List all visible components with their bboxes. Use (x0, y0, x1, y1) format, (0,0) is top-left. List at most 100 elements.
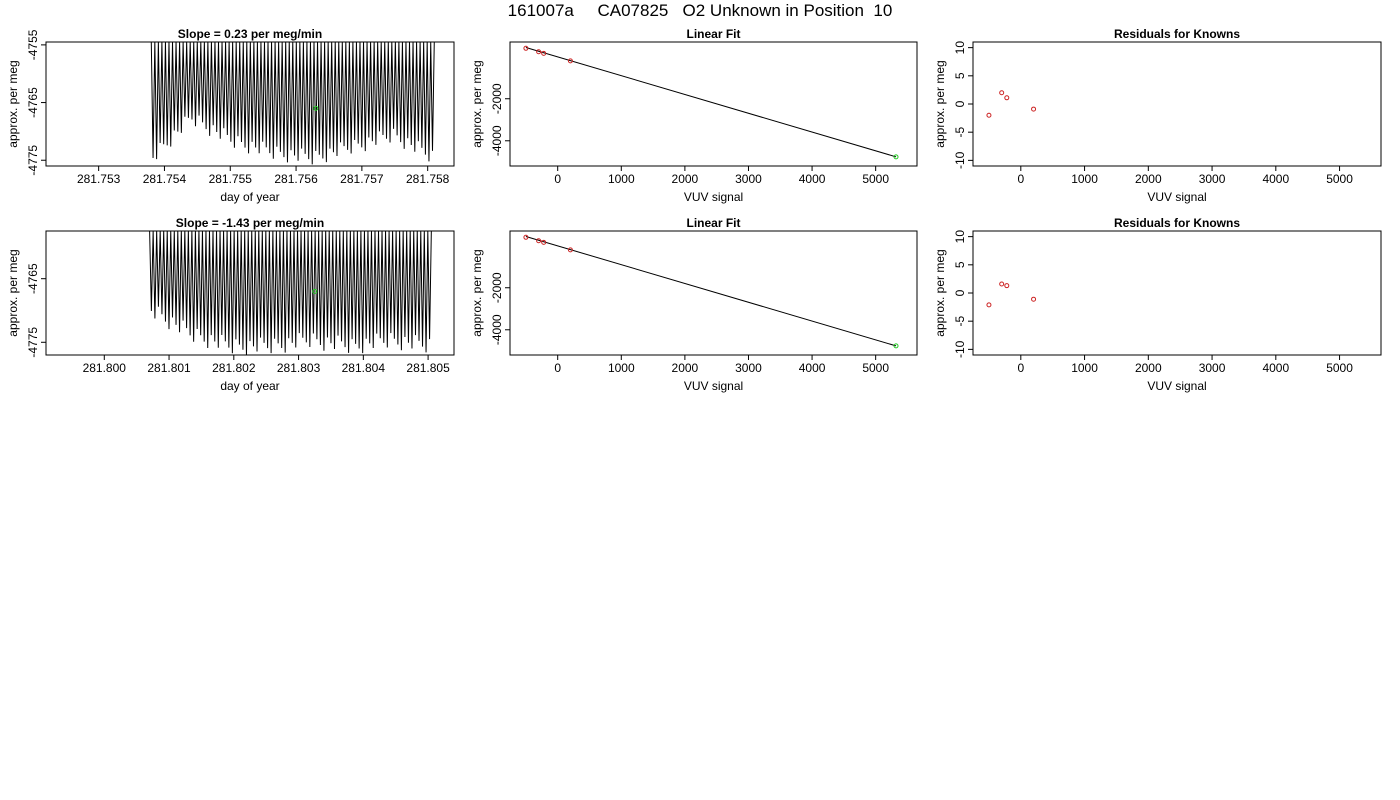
x-tick-label: 5000 (1326, 172, 1353, 186)
chart-panel-4: Slope = -1.43 per meg/min 281.800 281.801 2… (6, 216, 455, 393)
x-tick-label: 281.805 (406, 361, 450, 375)
residual-point (1031, 296, 1037, 302)
y-axis-label: approx. per meg (470, 60, 484, 147)
x-tick-label: 1000 (608, 361, 635, 375)
x-tick-label: 281.804 (342, 361, 386, 375)
x-tick-label: 5000 (862, 172, 889, 186)
y-axis-label: approx. per meg (6, 249, 20, 336)
y-tick-label: -2000 (490, 272, 504, 303)
y-axis-label: approx. per meg (470, 249, 484, 336)
y-tick-label: 5 (953, 261, 967, 268)
x-axis-label: VUV signal (684, 379, 743, 393)
y-tick-label: -4775 (26, 145, 40, 176)
x-tick-label: 2000 (1135, 172, 1162, 186)
x-tick-label: 281.753 (77, 172, 121, 186)
x-tick-label: 281.801 (147, 361, 191, 375)
x-tick-label: 0 (1017, 361, 1024, 375)
y-tick-label: 0 (953, 100, 967, 107)
chart-title: Linear Fit (686, 216, 740, 230)
plot-area (523, 45, 899, 160)
x-tick-label: 281.754 (143, 172, 187, 186)
x-tick-label: 281.802 (212, 361, 256, 375)
x-tick-label: 3000 (1199, 172, 1226, 186)
plot-frame (972, 230, 1382, 356)
x-tick-label: 281.758 (406, 172, 450, 186)
plot-frame (509, 41, 918, 167)
residual-point (1031, 106, 1037, 112)
x-axis-label: day of year (220, 190, 279, 204)
x-tick-label: 4000 (799, 361, 826, 375)
known-point (523, 234, 529, 240)
y-tick-label: 10 (953, 41, 967, 55)
x-tick-label: 281.756 (274, 172, 318, 186)
x-tick-label: 4000 (1262, 361, 1289, 375)
y-tick-label: -4775 (26, 327, 40, 358)
series-trace (149, 231, 432, 355)
x-tick-label: 5000 (862, 361, 889, 375)
plot-frame (509, 230, 918, 356)
y-tick-label: -4000 (490, 125, 504, 156)
x-tick-label: 2000 (1135, 361, 1162, 375)
x-tick-label: 0 (1017, 172, 1024, 186)
y-axis-label: approx. per meg (933, 60, 947, 147)
x-axis-label: VUV signal (1147, 379, 1206, 393)
chart-title: Slope = -1.43 per meg/min (176, 216, 324, 230)
chart-panel-5: Linear Fit 0 1000 2000 3000 4000 5000 -2000 -400… (470, 216, 918, 393)
known-point (567, 58, 573, 64)
x-tick-label: 0 (554, 172, 561, 186)
y-tick-label: -4765 (26, 263, 40, 294)
chart-panel-3: Residuals for Knowns 0 1000 2000 3000 4000 500… (933, 27, 1382, 204)
chart-panel-1: Slope = 0.23 per meg/min 281.753 281.754 28… (6, 27, 455, 204)
known-point (567, 247, 573, 253)
plot-frame (45, 230, 455, 356)
chart-panel-2: Linear Fit 0 1000 2000 3000 4000 5000 -2000 -400… (470, 27, 918, 204)
x-tick-label: 281.755 (209, 172, 253, 186)
y-axis-label: approx. per meg (933, 249, 947, 336)
x-tick-label: 2000 (672, 361, 699, 375)
chart-title: Residuals for Knowns (1114, 27, 1240, 41)
chart-title: Residuals for Knowns (1114, 216, 1240, 230)
residual-point (986, 302, 992, 308)
residual-point (999, 90, 1005, 96)
unknown-point (893, 154, 899, 160)
y-tick-label: -4755 (26, 29, 40, 60)
plot-area (523, 234, 899, 349)
y-tick-label: -5 (953, 127, 967, 138)
x-axis-label: day of year (220, 379, 279, 393)
chart-panel-6: Residuals for Knowns 0 1000 2000 3000 4000 500… (933, 216, 1382, 393)
chart-title: Linear Fit (686, 27, 740, 41)
x-tick-label: 2000 (672, 172, 699, 186)
residual-point (1004, 283, 1010, 289)
plot-area (986, 281, 1037, 308)
x-tick-label: 0 (554, 361, 561, 375)
y-tick-label: 0 (953, 289, 967, 296)
unknown-point (893, 343, 899, 349)
x-tick-label: 281.800 (83, 361, 127, 375)
y-tick-label: -10 (953, 151, 967, 169)
y-tick-label: -5 (953, 316, 967, 327)
residual-point (986, 112, 992, 118)
known-point (541, 50, 547, 56)
y-axis-label: approx. per meg (6, 60, 20, 147)
x-tick-label: 3000 (735, 172, 762, 186)
x-tick-label: 281.803 (277, 361, 321, 375)
x-tick-label: 1000 (1071, 361, 1098, 375)
x-tick-label: 4000 (799, 172, 826, 186)
x-tick-label: 1000 (608, 172, 635, 186)
residual-point (1004, 95, 1010, 101)
y-tick-label: 10 (953, 230, 967, 244)
chart-title: Slope = 0.23 per meg/min (178, 27, 322, 41)
residual-point (999, 281, 1005, 287)
x-tick-label: 4000 (1262, 172, 1289, 186)
fit-line (525, 235, 897, 347)
x-axis-label: VUV signal (1147, 190, 1206, 204)
x-tick-label: 5000 (1326, 361, 1353, 375)
known-point (523, 45, 529, 51)
known-point (536, 49, 542, 55)
known-point (541, 239, 547, 245)
x-tick-label: 3000 (735, 361, 762, 375)
x-tick-label: 1000 (1071, 172, 1098, 186)
unknown-marker (313, 105, 319, 111)
x-axis-label: VUV signal (684, 190, 743, 204)
